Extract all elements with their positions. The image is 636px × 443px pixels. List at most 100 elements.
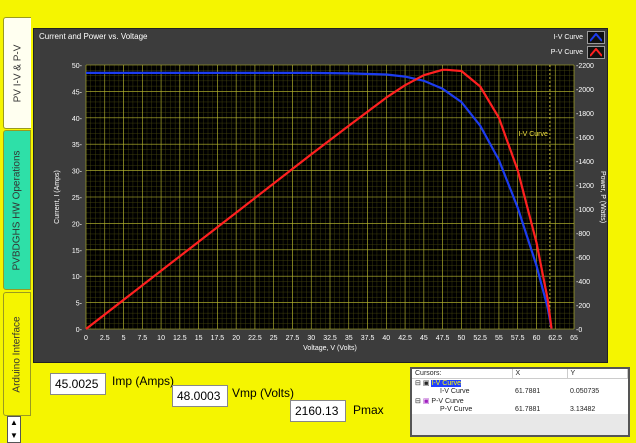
y-right-tick-label: -0	[576, 327, 582, 334]
y-left-tick-label: 35-	[72, 142, 83, 149]
imp-label: Imp (Amps)	[112, 374, 175, 388]
iv-pv-graph: 0 2.5 5 7.5 10 12.5 15 17.5 20 22.5 25 27.5 30 32.5 35…	[33, 28, 608, 363]
x-tick-label: 30	[307, 335, 315, 342]
y-right-tick-label: -800	[576, 231, 590, 238]
legend-label: I-V Curve	[553, 34, 583, 41]
imp-indicator: 45.0025	[50, 373, 106, 395]
series-line-p-v-curve	[85, 68, 553, 330]
y-left-tick-label: 40-	[72, 116, 83, 123]
cursor-row-pv[interactable]: ⊟ ▣ P-V Curve	[412, 396, 628, 405]
cursor-legend[interactable]: Cursors: X Y ⊟ ▣ I-V Curve I-V Curve 61.…	[410, 367, 630, 437]
x-tick-label: 55	[495, 335, 503, 342]
cursor-y-value: 3.13482	[570, 406, 596, 413]
x-tick-label: 17.5	[211, 335, 225, 342]
collapse-icon[interactable]: ⊟	[415, 397, 421, 405]
x-tick-label: 45	[420, 335, 428, 342]
cursor-name: P-V Curve	[431, 397, 464, 405]
tab-label: PV I-V & P-V	[12, 44, 24, 102]
graph-title: Current and Power vs. Voltage	[39, 32, 148, 41]
cursor-x-value: 61.7881	[515, 406, 541, 413]
x-tick-label: 32.5	[323, 335, 337, 342]
tab-label: PVBDGHS HW Operations	[11, 149, 23, 271]
cursor-marker-icon: ▣	[422, 379, 430, 387]
y-right-tick-label: -1400	[576, 159, 594, 166]
y-left-tick-label: 0-	[76, 327, 83, 334]
y-left-tick-label: 25-	[72, 195, 83, 202]
y-right-tick-label: -2200	[576, 63, 594, 70]
series-line-i-v-curve	[86, 71, 553, 329]
x-tick-label: 35	[345, 335, 353, 342]
tab-pvbdghs-hw-operations[interactable]: PVBDGHS HW Operations	[3, 130, 31, 290]
x-tick-label: 15	[195, 335, 203, 342]
scroll-up-icon[interactable]: ▲	[10, 418, 18, 428]
x-tick-label: 40	[382, 335, 390, 342]
cursor-marker-icon: ▣	[422, 397, 430, 405]
cursor-label: I-V Curve	[518, 131, 548, 138]
y-left-tick-label: 50-	[72, 63, 83, 70]
x-tick-label: 25	[270, 335, 278, 342]
x-tick-label: 22.5	[248, 335, 262, 342]
cursor-subrow-iv: I-V Curve 61.7881 0.050735	[412, 387, 628, 396]
legend-item-pv[interactable]: P-V Curve	[551, 46, 605, 59]
cursor-sub-name: I-V Curve	[440, 388, 470, 395]
legend-item-iv[interactable]: I-V Curve	[551, 31, 605, 44]
y-left-tick-label: 5-	[76, 301, 83, 308]
x-tick-label: 20	[232, 335, 240, 342]
x-tick-label: 42.5	[398, 335, 412, 342]
x-tick-label: 5	[122, 335, 126, 342]
y-left-tick-label: 20-	[72, 221, 83, 228]
x-tick-label: 57.5	[511, 335, 525, 342]
scroll-down-icon[interactable]: ▼	[10, 430, 18, 440]
y-right-tick-label: -1200	[576, 183, 594, 190]
cursor-name: I-V Curve	[431, 379, 461, 387]
y-right-tick-label: -200	[576, 303, 590, 310]
plot-area[interactable]: 0 2.5 5 7.5 10 12.5 15 17.5 20 22.5 25 27.5 30 32.5 35…	[34, 29, 609, 364]
y-right-tick-label: -1600	[576, 135, 594, 142]
cursor-y-value: 0.050735	[570, 388, 600, 395]
tab-pv-iv-pv[interactable]: PV I-V & P-V	[3, 17, 31, 129]
x-tick-label: 52.5	[473, 335, 487, 342]
legend-swatch-icon	[587, 46, 605, 59]
tab-strip: PV I-V & P-V PVBDGHS HW Operations Ardui…	[0, 0, 33, 443]
cursor-header-y: Y	[567, 369, 628, 379]
vmp-label: Vmp (Volts)	[232, 386, 295, 400]
x-tick-label: 65	[570, 335, 578, 342]
x-axis-label: Voltage, V (Volts)	[303, 345, 357, 352]
y-left-tick-label: 10-	[72, 274, 83, 281]
x-tick-label: 0	[84, 335, 88, 342]
x-tick-label: 12.5	[173, 335, 187, 342]
cursor-sub-name: P-V Curve	[440, 406, 473, 413]
cursor-header-name: Cursors:	[412, 369, 513, 379]
y-left-tick-label: 45-	[72, 89, 83, 96]
x-tick-label: 2.5	[100, 335, 110, 342]
y-right-tick-label: -1800	[576, 111, 594, 118]
cursor-x-value: 61.7881	[515, 388, 541, 395]
x-tick-label: 50	[457, 335, 465, 342]
cursor-row-iv[interactable]: ⊟ ▣ I-V Curve	[412, 378, 628, 387]
x-tick-label: 60	[533, 335, 541, 342]
y-left-axis-label: Current, I (Amps)	[54, 170, 61, 224]
y-left-tick-label: 15-	[72, 248, 83, 255]
legend-swatch-icon	[587, 31, 605, 44]
y-right-tick-label: -1000	[576, 207, 594, 214]
tab-label: Arduino Interface	[11, 315, 23, 393]
x-tick-label: 47.5	[436, 335, 450, 342]
pmax-label: Pmax	[353, 403, 384, 417]
plot-legend: I-V Curve P-V Curve	[551, 31, 605, 61]
cursor-header-x: X	[512, 369, 568, 379]
tab-scroll-control[interactable]: ▲ ▼	[7, 416, 21, 443]
tab-arduino-interface[interactable]: Arduino Interface	[3, 292, 31, 416]
x-tick-label: 37.5	[361, 335, 375, 342]
y-left-tick-label: 30-	[72, 169, 83, 176]
x-tick-label: 10	[157, 335, 165, 342]
y-right-tick-label: -600	[576, 255, 590, 262]
pmax-indicator: 2160.13	[290, 400, 346, 422]
x-tick-label: 27.5	[286, 335, 300, 342]
y-right-tick-label: -2000	[576, 87, 594, 94]
y-right-axis-label: Power, P (Watts)	[599, 171, 606, 223]
x-tick-label: 62.5	[548, 335, 562, 342]
collapse-icon[interactable]: ⊟	[415, 379, 421, 387]
legend-label: P-V Curve	[550, 49, 583, 56]
x-tick-label: 7.5	[137, 335, 147, 342]
y-right-tick-label: -400	[576, 279, 590, 286]
